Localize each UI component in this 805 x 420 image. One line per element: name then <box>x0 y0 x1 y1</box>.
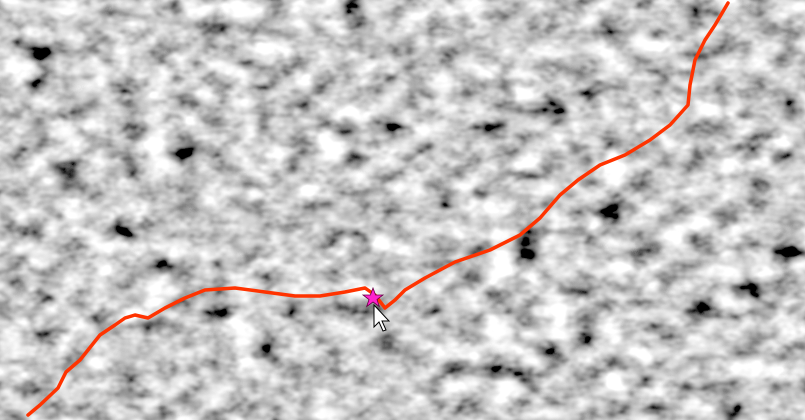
window-border <box>0 0 14 420</box>
hillshade-terrain <box>14 0 805 420</box>
map-view[interactable] <box>0 0 805 420</box>
page: {"map": {"route_color": "#ff3300", "mark… <box>0 0 805 420</box>
